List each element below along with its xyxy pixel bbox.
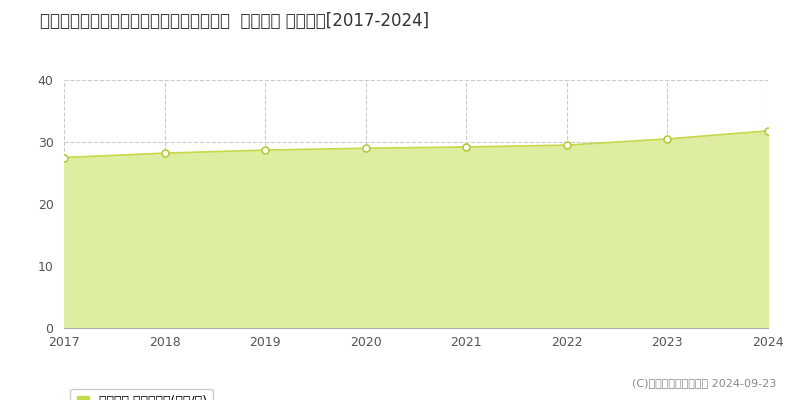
Legend: 公示地価 平均坪単価(万円/坪): 公示地価 平均坪単価(万円/坪) <box>70 389 214 400</box>
Text: 千葉県成田市はなのき台１丁目２２番１３  公示地価 地価推移[2017-2024]: 千葉県成田市はなのき台１丁目２２番１３ 公示地価 地価推移[2017-2024] <box>40 12 429 30</box>
Text: (C)土地価格ドットコム 2024-09-23: (C)土地価格ドットコム 2024-09-23 <box>632 378 776 388</box>
